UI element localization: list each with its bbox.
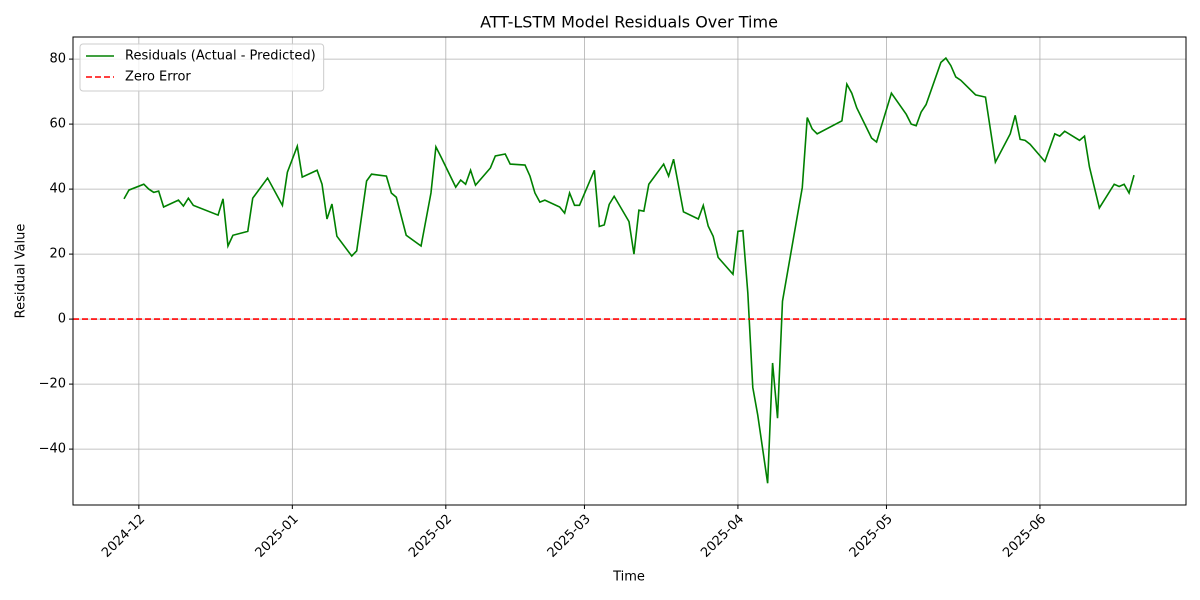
line (123, 56, 1135, 484)
plot-frame (72, 36, 1187, 506)
x-tick-label: 2025-01 (253, 512, 302, 561)
legend-label: Residuals (Actual - Predicted) (125, 49, 316, 64)
x-tick-label: 2025-05 (847, 512, 896, 561)
y-tick-label: 80 (49, 52, 66, 67)
x-tick-label: 2025-03 (545, 512, 594, 561)
y-tick-label: 40 (49, 182, 66, 197)
x-tick-label: 2025-04 (698, 512, 747, 561)
y-tick-label: 0 (58, 312, 66, 327)
y-tick-label: 20 (49, 247, 66, 262)
y-axis-label: Residual Value (14, 224, 29, 319)
legend-label: Zero Error (125, 70, 191, 85)
y-tick-label: −40 (39, 442, 66, 457)
x-axis-label: Time (612, 570, 645, 585)
chart-title: ATT-LSTM Model Residuals Over Time (480, 13, 778, 32)
x-tick-label: 2025-02 (406, 512, 455, 561)
y-tick-label: 60 (49, 117, 66, 132)
y-tick-label: −20 (39, 377, 66, 392)
x-tick-label: 2025-06 (1000, 512, 1049, 561)
legend: Residuals (Actual - Predicted) Zero Error (79, 43, 325, 92)
legend-box (79, 43, 325, 92)
x-tick-label: 2024-12 (99, 512, 148, 561)
